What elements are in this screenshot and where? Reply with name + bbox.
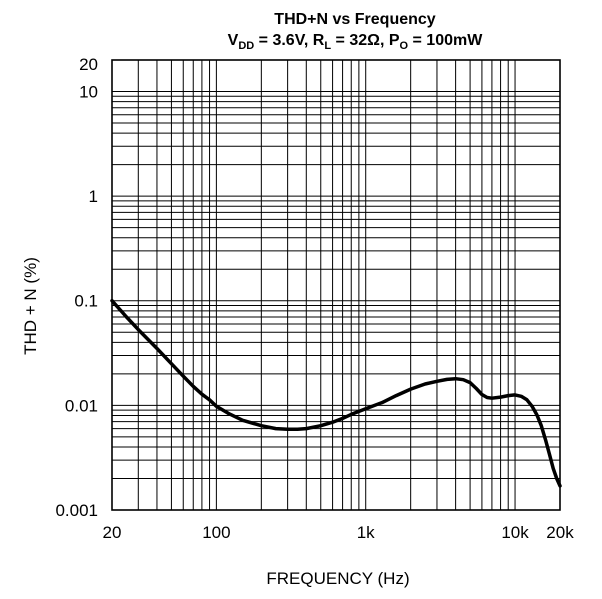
grid [112, 60, 560, 510]
y-tick-label: 0.001 [55, 501, 98, 520]
y-axis-label: THD + N (%) [21, 257, 40, 355]
x-tick-label: 10k [501, 523, 529, 542]
subtitle-po-value: = 100mW [408, 32, 483, 49]
subtitle-vdd-value: = 3.6V, R [254, 32, 325, 49]
x-tick-label: 1k [357, 523, 375, 542]
subtitle-rl-value: = 32Ω, P [331, 32, 400, 49]
subtitle-vdd-label: V [228, 32, 239, 49]
chart-subtitle: VDD = 3.6V, RL = 32Ω, PO = 100mW [228, 32, 484, 52]
y-tick-label: 10 [79, 82, 98, 101]
x-tick-label: 20k [546, 523, 574, 542]
y-tick-label: 20 [79, 55, 98, 74]
plot-frame [111, 59, 561, 511]
x-tick-label: 20 [103, 523, 122, 542]
y-tick-label: 0.01 [65, 396, 98, 415]
subtitle-vdd-sub: DD [238, 40, 254, 52]
subtitle-rl-sub: L [324, 40, 331, 52]
y-tick-label: 1 [89, 187, 98, 206]
thd-n-curve [110, 298, 562, 488]
x-tick-label: 100 [202, 523, 230, 542]
subtitle-po-sub: O [400, 40, 409, 52]
chart-title: THD+N vs Frequency [274, 11, 435, 28]
tick-labels: 20 100 1k 10k 20k 0.001 0.01 0.1 1 10 20 [55, 55, 574, 542]
x-axis-label: FREQUENCY (Hz) [266, 569, 409, 588]
y-tick-label: 0.1 [74, 292, 98, 311]
